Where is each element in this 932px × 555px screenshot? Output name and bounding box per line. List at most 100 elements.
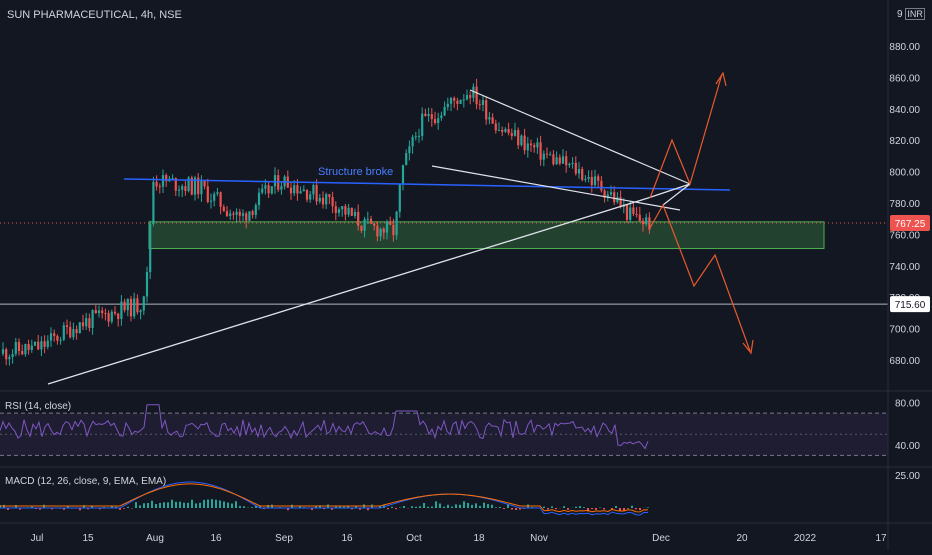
structure-broke-label[interactable]: Structure broke	[318, 166, 393, 178]
candle-body	[274, 175, 276, 186]
candle-body	[271, 186, 273, 193]
macd-histogram-bar	[391, 507, 393, 508]
currency-label: 9 INR	[897, 9, 925, 20]
demand-zone-rect	[149, 222, 824, 249]
macd-histogram-bar	[591, 508, 593, 509]
candle-body	[376, 226, 378, 237]
candle-body	[8, 357, 10, 359]
candle-body	[504, 129, 506, 132]
macd-histogram-bar	[479, 506, 481, 508]
macd-histogram-bar	[235, 501, 237, 508]
candle-body	[5, 349, 7, 359]
price-tick-label: 860.00	[889, 73, 920, 84]
macd-histogram-bar	[439, 504, 441, 508]
candle-body	[338, 209, 340, 213]
price-tick-label: 780.00	[889, 199, 920, 210]
price-tick-label: 760.00	[889, 230, 920, 241]
macd-histogram-bar	[223, 502, 225, 508]
candle-body	[332, 197, 334, 206]
candle-body	[37, 342, 39, 350]
macd-histogram-bar	[467, 503, 469, 508]
time-tick-label: 16	[210, 533, 222, 544]
candle-body	[328, 194, 330, 197]
candle-body	[549, 154, 551, 155]
macd-histogram-bar	[563, 506, 565, 508]
candle-body	[104, 313, 106, 314]
price-tick-label: 740.00	[889, 262, 920, 273]
candle-body	[536, 142, 538, 147]
candle-body	[152, 182, 154, 224]
macd-histogram-bar	[179, 502, 181, 508]
macd-histogram-bar	[435, 501, 437, 508]
candle-body	[626, 204, 628, 219]
candle-body	[645, 217, 647, 224]
symbol-title[interactable]: SUN PHARMACEUTICAL, 4h, NSE	[7, 9, 182, 21]
candle-body	[341, 206, 343, 209]
candle-body	[223, 207, 225, 211]
candle-body	[31, 346, 33, 350]
macd-histogram-bar	[579, 506, 581, 508]
candle-body	[373, 224, 375, 226]
candle-body	[47, 341, 49, 347]
candle-body	[418, 136, 420, 137]
candle-body	[56, 336, 58, 341]
candle-body	[162, 175, 164, 187]
candle-body	[50, 333, 52, 340]
macd-histogram-bar	[631, 506, 633, 508]
candle-body	[133, 298, 135, 316]
candle-body	[575, 163, 577, 174]
candle-body	[143, 296, 145, 310]
candle-body	[600, 181, 602, 191]
macd-histogram-bar	[431, 506, 433, 508]
candle-body	[437, 118, 439, 123]
candle-body	[514, 130, 516, 136]
candle-body	[280, 186, 282, 189]
candle-body	[309, 194, 311, 199]
candle-body	[21, 351, 23, 354]
macd-histogram-bar	[595, 508, 597, 510]
candle-body	[322, 198, 324, 204]
candle-body	[18, 342, 20, 351]
macd-histogram-bar	[443, 507, 445, 508]
candle-body	[562, 156, 564, 163]
candle-body	[354, 212, 356, 216]
candle-body	[319, 198, 321, 201]
candle-body	[232, 214, 234, 215]
candle-body	[69, 327, 71, 337]
last-price-label: 767.25	[895, 219, 926, 230]
candle-body	[98, 310, 100, 313]
candle-body	[226, 211, 228, 216]
macd-histogram-bar	[155, 504, 157, 508]
macd-histogram-bar	[463, 501, 465, 508]
candle-body	[520, 136, 522, 145]
macd-histogram-bar	[487, 504, 489, 508]
candle-body	[456, 101, 458, 104]
candle-body	[312, 185, 314, 194]
candle-body	[380, 229, 382, 237]
candle-body	[546, 154, 548, 155]
macd-histogram-bar	[203, 500, 205, 508]
macd-histogram-bar	[547, 508, 549, 510]
demand-zone[interactable]	[149, 222, 824, 249]
macd-histogram-bar	[163, 502, 165, 508]
candle-body	[159, 186, 161, 187]
candle-body	[616, 197, 618, 202]
candle-body	[239, 212, 241, 216]
candle-body	[268, 185, 270, 193]
candle-body	[72, 329, 74, 337]
candle-body	[572, 163, 574, 164]
candle-body	[120, 302, 122, 319]
macd-histogram-bar	[555, 508, 557, 509]
candle-body	[293, 185, 295, 193]
candle-body	[383, 229, 385, 233]
macd-histogram-bar	[211, 499, 213, 508]
candle-body	[15, 342, 17, 354]
candle-body	[130, 299, 132, 317]
macd-histogram-bar	[483, 503, 485, 508]
candle-body	[264, 185, 266, 188]
candle-body	[565, 156, 567, 165]
candle-body	[434, 119, 436, 123]
macd-histogram-bar	[567, 508, 569, 510]
